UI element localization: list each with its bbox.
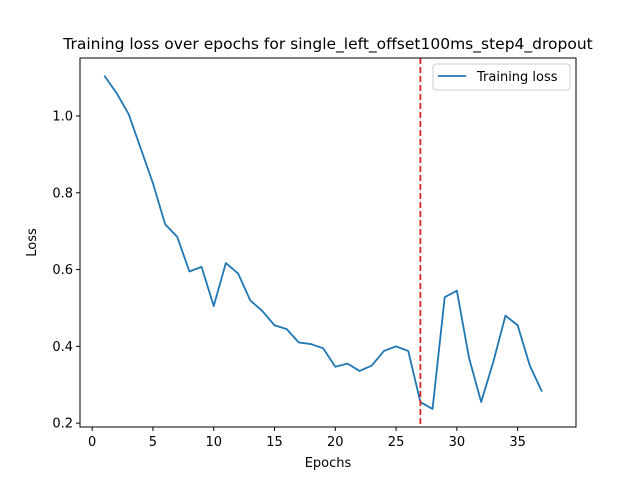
x-tick-label: 35	[509, 435, 526, 450]
chart-title: Training loss over epochs for single_lef…	[62, 35, 592, 54]
axes-frame	[79, 57, 577, 428]
y-axis-label: Loss	[25, 228, 40, 257]
y-tick-label: 0.4	[52, 340, 73, 355]
x-tick-label: 25	[388, 435, 405, 450]
x-tick-label: 5	[149, 435, 157, 450]
y-tick-label: 0.6	[52, 263, 73, 278]
legend-label-training-loss: Training loss	[476, 70, 558, 85]
x-tick-label: 20	[327, 435, 344, 450]
x-tick-label: 0	[88, 435, 96, 450]
y-tick-label: 1.0	[52, 109, 73, 124]
y-tick-label: 0.2	[52, 417, 73, 432]
y-tick-label: 0.8	[52, 186, 73, 201]
x-axis-label: Epochs	[305, 456, 352, 471]
legend: Training loss	[432, 63, 571, 91]
x-tick-label: 15	[266, 435, 283, 450]
series-line-training-loss	[103, 75, 543, 410]
x-axis: 0 5 10 15 20 25 30 35	[88, 427, 526, 450]
y-axis: 0.2 0.4 0.6 0.8 1.0	[52, 109, 80, 432]
legend-box	[432, 63, 571, 91]
x-tick-label: 30	[449, 435, 466, 450]
x-tick-label: 10	[205, 435, 222, 450]
plot-area	[103, 58, 543, 427]
